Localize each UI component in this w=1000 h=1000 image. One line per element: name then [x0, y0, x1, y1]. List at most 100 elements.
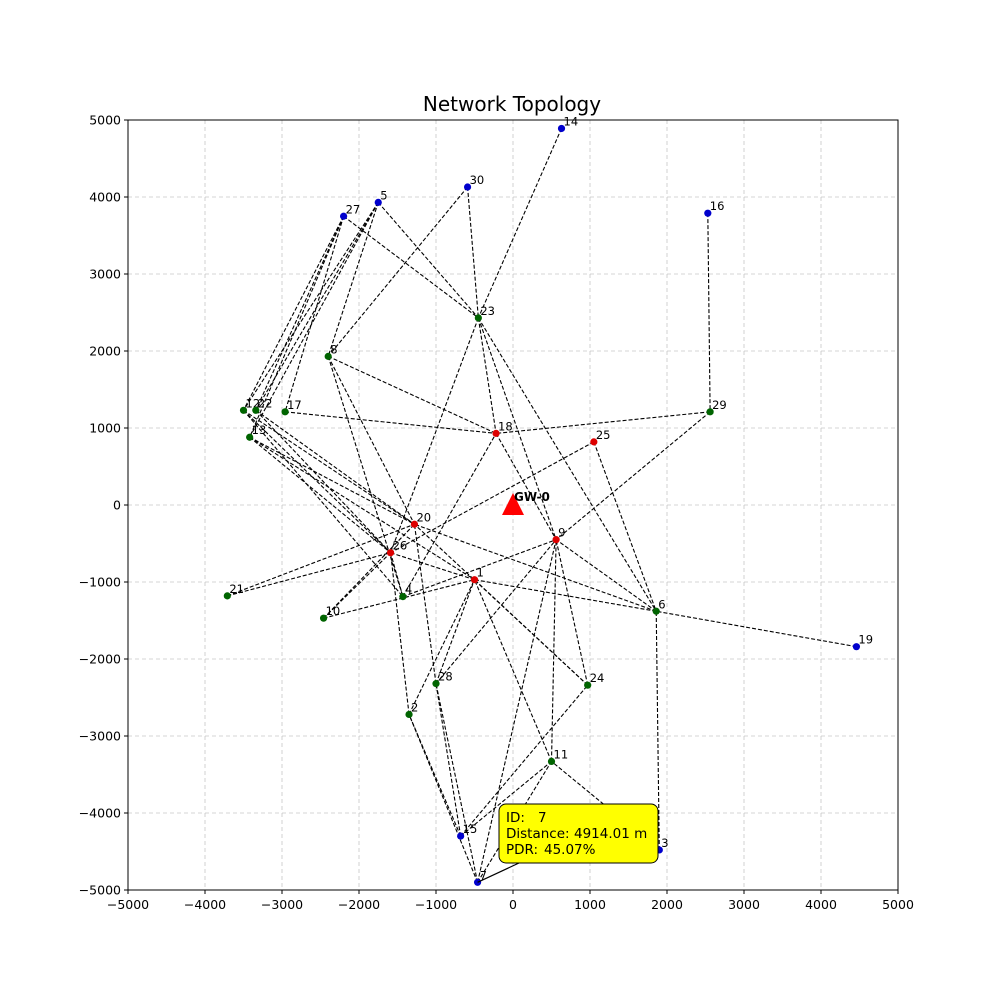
node-marker[interactable]	[463, 183, 472, 191]
node-marker[interactable]	[324, 352, 332, 360]
node-label: 16	[710, 199, 725, 213]
link-edge	[377, 202, 479, 319]
node-marker[interactable]	[590, 438, 598, 446]
link-edge	[227, 523, 415, 597]
node-marker[interactable]	[405, 710, 413, 719]
node-marker[interactable]	[492, 429, 500, 437]
node-marker[interactable]	[432, 680, 440, 688]
node-label: 24	[590, 671, 605, 685]
link-edge	[408, 714, 462, 837]
link-edge	[473, 579, 553, 762]
node-marker[interactable]	[704, 209, 712, 217]
link-edge	[249, 436, 391, 554]
link-edge	[243, 409, 391, 554]
y-tick-label: −3000	[79, 729, 121, 744]
node-marker[interactable]	[281, 408, 289, 416]
link-edge	[467, 186, 479, 318]
node-label: 25	[596, 428, 611, 442]
link-edge	[323, 552, 391, 619]
link-edge	[390, 552, 475, 581]
grid-lines	[128, 120, 898, 890]
link-edge	[414, 523, 657, 612]
link-edge	[402, 433, 497, 597]
node-marker[interactable]	[584, 681, 592, 689]
link-edge	[707, 213, 711, 412]
y-tick-label: −5000	[79, 883, 121, 898]
node-marker[interactable]	[652, 607, 660, 615]
link-edge	[477, 539, 557, 883]
link-edge	[555, 411, 711, 541]
node-marker[interactable]	[706, 408, 714, 416]
node-marker[interactable]	[852, 643, 861, 651]
node-label: 27	[346, 202, 361, 216]
link-edge	[390, 552, 410, 715]
link-edge	[327, 202, 379, 357]
node-label: 1	[477, 566, 484, 580]
link-edge	[408, 714, 479, 883]
x-tick-label: 4000	[805, 897, 837, 912]
node-marker[interactable]	[547, 757, 556, 766]
link-edge	[327, 186, 468, 357]
node-marker[interactable]	[552, 536, 560, 544]
link-edge	[249, 436, 415, 525]
node-marker[interactable]	[319, 614, 328, 622]
x-tick-label: −4000	[184, 897, 226, 912]
link-edge	[477, 128, 563, 319]
sensor-nodes[interactable]: 1234567891011121314151617181920212223242…	[223, 114, 873, 886]
node-marker[interactable]	[252, 406, 260, 414]
link-edge	[243, 202, 379, 411]
node-label: 4	[405, 583, 412, 597]
link-edge	[323, 523, 415, 619]
link-edge	[243, 409, 404, 597]
x-tick-label: 5000	[882, 897, 914, 912]
node-marker[interactable]	[374, 198, 382, 206]
link-edge	[474, 579, 657, 612]
node-label: 3	[661, 836, 668, 850]
tooltip-line-value: 45.07%	[544, 842, 596, 858]
link-edge	[327, 356, 404, 597]
link-edge	[495, 433, 557, 540]
x-tick-label: −5000	[107, 897, 149, 912]
gateway-marker[interactable]: GW-0	[502, 490, 550, 515]
gateway-triangle[interactable]	[502, 493, 524, 515]
node-marker[interactable]	[386, 549, 395, 557]
x-tick-label: −1000	[415, 897, 457, 912]
link-edge	[323, 579, 475, 619]
node-marker[interactable]	[340, 212, 348, 220]
node-marker[interactable]	[239, 406, 248, 414]
node-marker[interactable]	[457, 832, 465, 840]
node-label: 18	[498, 419, 513, 433]
x-tick-label: 1000	[574, 897, 606, 912]
node-marker[interactable]	[474, 314, 482, 322]
node-label: 8	[330, 342, 337, 356]
node-marker[interactable]	[223, 592, 231, 600]
node-label: 14	[564, 114, 579, 128]
y-tick-label: −4000	[79, 806, 121, 821]
node-label: 17	[287, 398, 302, 412]
tooltip-line-value: 7	[538, 810, 547, 826]
x-tick-label: 3000	[728, 897, 760, 912]
node-label: 29	[712, 398, 727, 412]
node-marker[interactable]	[246, 433, 254, 441]
link-edge	[390, 552, 404, 597]
link-edge	[227, 552, 391, 597]
link-edge	[460, 760, 552, 837]
link-edge	[655, 611, 660, 850]
tooltip-pointer	[477, 862, 520, 883]
node-marker[interactable]	[410, 520, 419, 528]
node-marker[interactable]	[399, 593, 407, 601]
tooltip-line-label: Distance:	[506, 826, 570, 842]
node-label: 5	[380, 188, 387, 202]
node-marker[interactable]	[557, 124, 566, 133]
node-label: 23	[480, 304, 495, 318]
link-edge	[284, 216, 345, 412]
link-edge	[243, 215, 345, 411]
y-tick-label: 3000	[89, 267, 121, 282]
node-marker[interactable]	[473, 878, 482, 886]
node-marker[interactable]	[470, 576, 479, 584]
node-label: 20	[416, 510, 431, 524]
link-edge	[656, 610, 857, 648]
node-label: 7	[480, 868, 487, 882]
link-edge	[249, 216, 345, 438]
